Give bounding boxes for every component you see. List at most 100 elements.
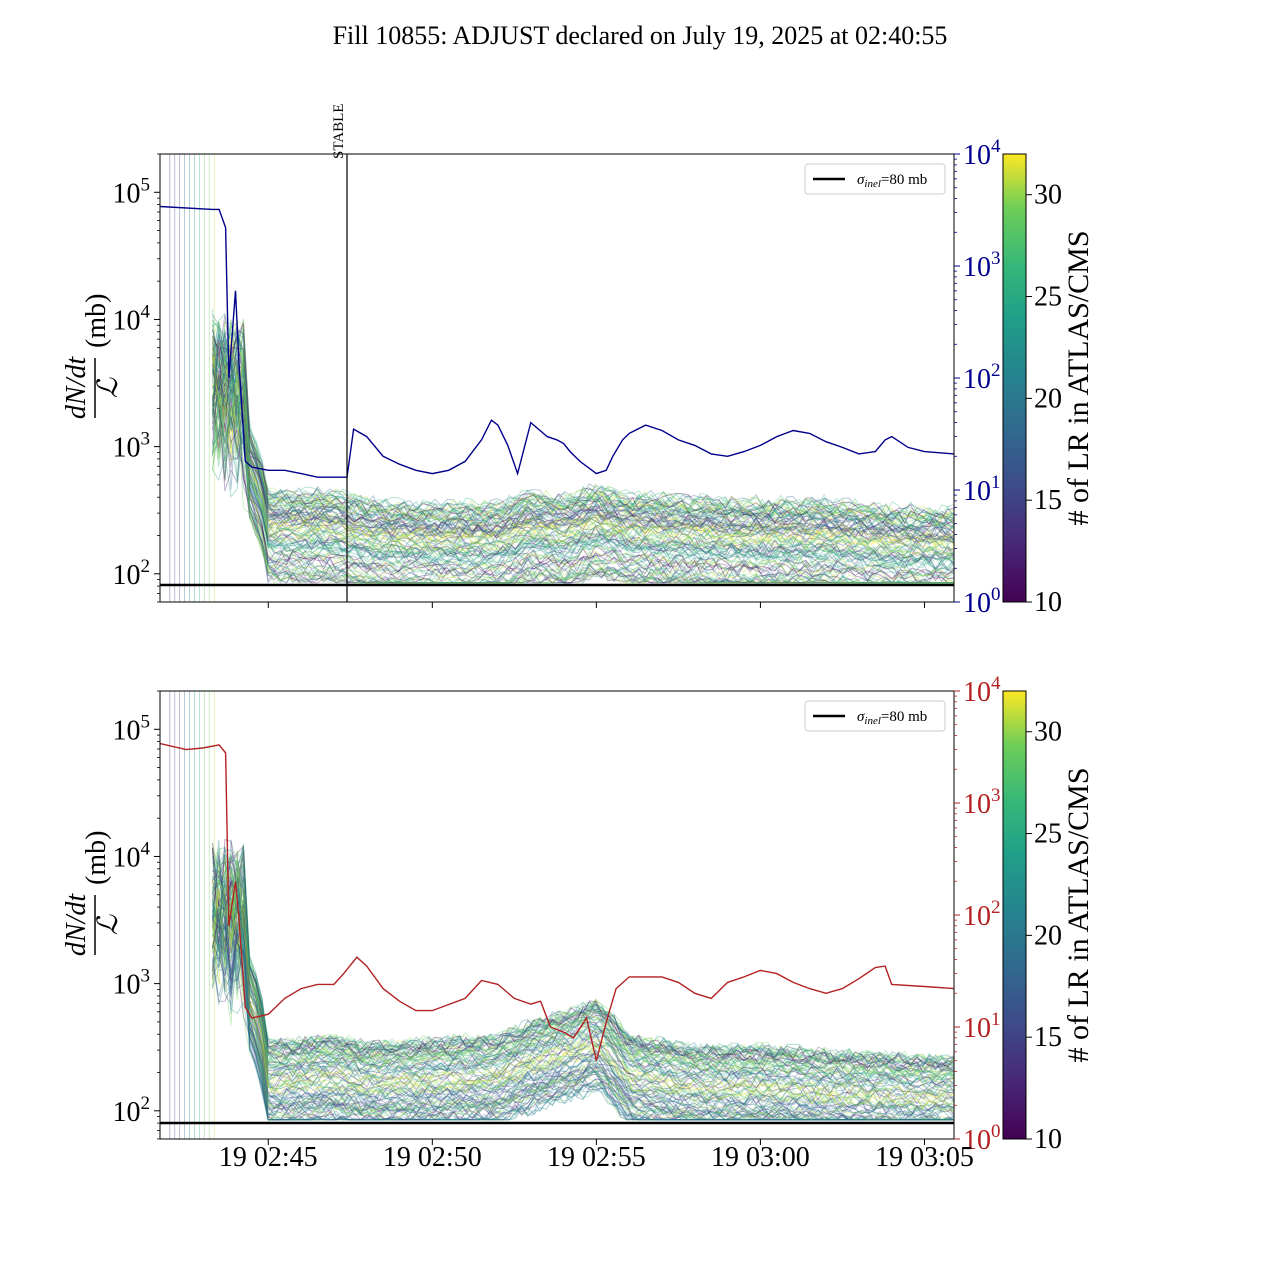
panel-top: STABLE 102 103 104 105 100 101 102 103 104 dN/d…	[61, 104, 1001, 619]
right-tick-label: 104	[963, 673, 1001, 708]
x-tick-label: 19 02:55	[547, 1142, 646, 1173]
bundle-line	[212, 922, 954, 1121]
colorbar-tick-label: 25	[1034, 282, 1062, 313]
bundle-line	[212, 355, 954, 551]
bundle-line	[212, 919, 954, 1121]
colorbar-tick-label: 20	[1034, 383, 1062, 414]
bundle-line	[212, 319, 954, 528]
bottom-colorbar-gradient	[1002, 690, 1027, 1140]
colorbar-tick-label: 10	[1034, 1124, 1062, 1155]
bundle-line	[212, 362, 954, 564]
stable-label: STABLE	[331, 104, 347, 159]
top-colorbar-gradient	[1002, 153, 1027, 603]
bundle-line	[212, 349, 954, 545]
bundle-line	[212, 875, 954, 1098]
bundle-line	[212, 901, 954, 1121]
top-early-vlines	[169, 154, 215, 602]
bundle-line	[212, 847, 954, 1068]
bundle-line	[212, 386, 954, 584]
bundle-line	[212, 889, 954, 1111]
bundle-line	[212, 389, 954, 584]
bundle-line	[212, 902, 954, 1118]
bundle-line	[212, 899, 954, 1121]
bundle-line	[212, 859, 954, 1082]
bundle-line	[212, 319, 954, 521]
bundle-line	[212, 905, 954, 1121]
bundle-line	[212, 850, 954, 1064]
bundle-line	[212, 323, 954, 525]
bundle-line	[212, 337, 954, 527]
bundle-line	[212, 324, 954, 540]
bundle-line	[212, 408, 954, 584]
top-ylabel-unit: (mb)	[81, 294, 112, 348]
top-legend-box	[804, 163, 946, 195]
bundle-line	[212, 376, 954, 569]
colorbar-tick-label: 15	[1034, 485, 1062, 516]
bundle-line	[212, 880, 954, 1091]
left-tick-label: 104	[113, 301, 151, 336]
bundle-line	[212, 892, 954, 1088]
bundle-line	[212, 857, 954, 1088]
right-tick-label: 101	[963, 1009, 1001, 1044]
bundle-line	[212, 915, 954, 1121]
bundle-line	[212, 911, 954, 1121]
bundle-line	[212, 332, 954, 540]
bundle-line	[212, 937, 954, 1121]
left-tick-label: 102	[113, 1093, 151, 1128]
bundle-line	[212, 346, 954, 541]
bundle-line	[212, 393, 954, 584]
bundle-line	[212, 335, 954, 537]
bundle-line	[212, 341, 954, 549]
bundle-line	[212, 855, 954, 1069]
bundle-line	[212, 915, 954, 1121]
bundle-line	[212, 353, 954, 565]
colorbar-tick-label: 20	[1034, 920, 1062, 951]
bundle-line	[212, 842, 954, 1068]
bundle-line	[212, 333, 954, 526]
bundle-line	[212, 906, 954, 1121]
bundle-line	[212, 392, 954, 584]
right-tick-label: 101	[963, 472, 1001, 507]
bundle-line	[212, 339, 954, 550]
bundle-line	[212, 902, 954, 1121]
bundle-line	[212, 355, 954, 535]
bundle-line	[212, 874, 954, 1103]
left-tick-label: 105	[113, 174, 151, 209]
bundle-line	[212, 390, 954, 584]
bundle-line	[212, 881, 954, 1112]
bundle-line	[212, 942, 954, 1121]
bundle-line	[212, 904, 954, 1119]
bundle-line	[212, 330, 954, 532]
bundle-line	[212, 920, 954, 1121]
bundle-line	[212, 378, 954, 578]
bundle-line	[212, 914, 954, 1121]
top-x-axis	[267, 602, 925, 608]
bundle-line	[212, 358, 954, 560]
bundle-line	[212, 931, 954, 1121]
bottom-ylabel-denominator: ℒ	[93, 914, 124, 935]
bundle-line	[212, 846, 954, 1069]
bundle-line	[212, 366, 954, 577]
colorbar-tick-label: 30	[1034, 717, 1062, 748]
bundle-line	[212, 329, 954, 535]
colorbar-tick-label: 25	[1034, 819, 1062, 850]
bundle-line	[212, 940, 954, 1121]
bundle-line	[212, 373, 954, 572]
bundle-line	[212, 876, 954, 1087]
bundle-line	[212, 349, 954, 557]
bundle-line	[212, 340, 954, 541]
x-tick-label: 19 02:50	[383, 1142, 482, 1173]
bundle-line	[212, 380, 954, 584]
right-tick-label: 103	[963, 248, 1001, 283]
bundle-line	[212, 851, 954, 1073]
bundle-line	[212, 320, 954, 523]
left-tick-label: 104	[113, 838, 151, 873]
top-ylabel-denominator: ℒ	[93, 377, 124, 398]
bundle-line	[212, 852, 954, 1068]
bundle-line	[212, 359, 954, 565]
bundle-line	[212, 910, 954, 1114]
bundle-line	[212, 878, 954, 1095]
colorbar-tick-label: 30	[1034, 180, 1062, 211]
